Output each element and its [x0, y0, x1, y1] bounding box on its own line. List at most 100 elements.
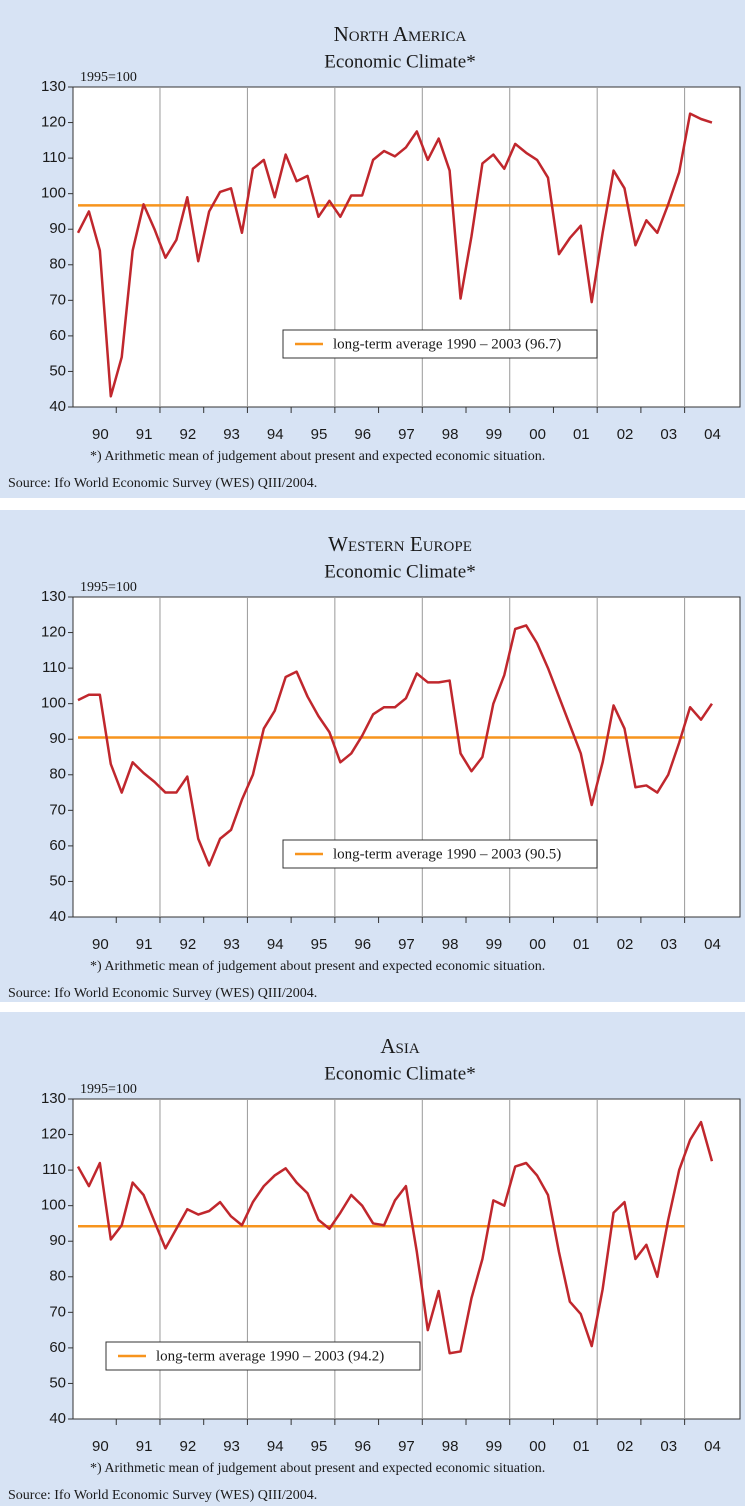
x-tick-label: 91	[136, 1438, 153, 1455]
x-tick-label: 99	[486, 426, 503, 443]
y-tick-label: 90	[49, 730, 66, 747]
x-tick-label: 98	[442, 936, 459, 953]
y-axis-label: 1995=100	[80, 580, 137, 595]
y-tick-label: 130	[41, 588, 66, 605]
y-tick-label: 110	[42, 1161, 66, 1178]
x-tick-label: 92	[179, 1438, 196, 1455]
x-tick-label: 01	[573, 936, 590, 953]
x-tick-label: 96	[354, 936, 371, 953]
legend: long-term average 1990 – 2003 (96.7)	[282, 329, 598, 359]
x-tick-label: 90	[92, 426, 109, 443]
x-tick-label: 93	[223, 426, 240, 443]
y-axis-label: 1995=100	[80, 70, 137, 85]
y-tick-label: 110	[42, 659, 66, 676]
y-tick-label: 130	[41, 78, 66, 95]
chart-subtitle: Economic Climate*	[324, 561, 475, 582]
x-tick-label: 94	[267, 936, 284, 953]
footnote: *) Arithmetic mean of judgement about pr…	[90, 959, 545, 974]
plot-area	[72, 596, 741, 918]
x-tick-label: 98	[442, 426, 459, 443]
y-tick-label: 50	[49, 1374, 66, 1391]
source: Source: Ifo World Economic Survey (WES) …	[8, 986, 317, 1001]
y-tick-label: 130	[41, 1090, 66, 1107]
y-tick-label: 50	[49, 362, 66, 379]
source: Source: Ifo World Economic Survey (WES) …	[8, 1488, 317, 1503]
y-tick-label: 40	[49, 1410, 66, 1427]
x-tick-label: 04	[704, 426, 721, 443]
legend-label: long-term average 1990 – 2003 (90.5)	[333, 846, 561, 862]
y-tick-label: 60	[49, 327, 66, 344]
x-tick-label: 91	[136, 426, 153, 443]
x-tick-label: 03	[660, 1438, 677, 1455]
x-tick-label: 95	[311, 1438, 328, 1455]
chart-title: Western Europe	[328, 532, 472, 556]
legend-box	[282, 329, 598, 359]
y-tick-label: 70	[49, 291, 66, 308]
x-tick-label: 94	[267, 426, 284, 443]
y-tick-label: 120	[41, 114, 66, 131]
x-tick-label: 99	[486, 936, 503, 953]
legend: long-term average 1990 – 2003 (94.2)	[105, 1341, 421, 1371]
chart-subtitle: Economic Climate*	[324, 51, 475, 72]
x-tick-label: 93	[223, 936, 240, 953]
x-tick-label: 99	[486, 1438, 503, 1455]
x-tick-label: 01	[573, 426, 590, 443]
x-tick-label: 01	[573, 1438, 590, 1455]
chart-panel: Western Europe Economic Climate* 1995=100 4…	[0, 510, 745, 1002]
y-tick-label: 70	[49, 1303, 66, 1320]
x-tick-label: 94	[267, 1438, 284, 1455]
y-tick-label: 90	[49, 220, 66, 237]
legend-label: long-term average 1990 – 2003 (94.2)	[156, 1348, 384, 1364]
y-tick-label: 100	[41, 185, 66, 202]
y-axis-label: 1995=100	[80, 1082, 137, 1097]
y-tick-label: 70	[49, 801, 66, 818]
y-tick-label: 90	[49, 1232, 66, 1249]
y-tick-label: 80	[49, 256, 66, 273]
chart-title: Asia	[380, 1034, 420, 1058]
legend-box	[105, 1341, 421, 1371]
data-line	[77, 624, 713, 867]
x-tick-label: 92	[179, 936, 196, 953]
legend-label: long-term average 1990 – 2003 (96.7)	[333, 336, 561, 352]
source: Source: Ifo World Economic Survey (WES) …	[8, 476, 317, 491]
chart-panel: North America Economic Climate* 1995=100 40…	[0, 0, 745, 498]
y-tick-label: 50	[49, 872, 66, 889]
chart-panel: Asia Economic Climate* 1995=100 40 50 60 70 80 9…	[0, 1012, 745, 1506]
x-tick-label: 04	[704, 1438, 721, 1455]
legend: long-term average 1990 – 2003 (90.5)	[282, 839, 598, 869]
y-tick-label: 60	[49, 837, 66, 854]
x-tick-label: 96	[354, 426, 371, 443]
x-tick-label: 02	[617, 936, 634, 953]
y-tick-label: 120	[41, 1126, 66, 1143]
data-line	[76, 112, 713, 398]
x-tick-label: 96	[354, 1438, 371, 1455]
y-tick-label: 80	[49, 1268, 66, 1285]
plot-area	[72, 1098, 741, 1420]
y-tick-label: 110	[42, 149, 66, 166]
x-tick-label: 00	[529, 936, 546, 953]
x-tick-label: 02	[617, 1438, 634, 1455]
x-tick-label: 00	[529, 426, 546, 443]
chart-title: North America	[334, 22, 467, 46]
y-tick-label: 100	[41, 1197, 66, 1214]
chart-subtitle: Economic Climate*	[324, 1063, 475, 1084]
x-tick-label: 92	[179, 426, 196, 443]
x-tick-label: 95	[311, 936, 328, 953]
x-tick-label: 04	[704, 936, 721, 953]
x-tick-label: 93	[223, 1438, 240, 1455]
data-line	[76, 1120, 714, 1355]
y-tick-label: 60	[49, 1339, 66, 1356]
x-tick-label: 91	[136, 936, 153, 953]
x-tick-label: 97	[398, 936, 415, 953]
x-tick-label: 98	[442, 1438, 459, 1455]
footnote: *) Arithmetic mean of judgement about pr…	[90, 449, 545, 464]
y-tick-label: 40	[49, 908, 66, 925]
y-tick-label: 100	[41, 695, 66, 712]
footnote: *) Arithmetic mean of judgement about pr…	[90, 1461, 545, 1476]
x-tick-label: 90	[92, 1438, 109, 1455]
x-tick-label: 97	[398, 426, 415, 443]
x-tick-label: 97	[398, 1438, 415, 1455]
x-tick-label: 90	[92, 936, 109, 953]
x-tick-label: 03	[660, 426, 677, 443]
